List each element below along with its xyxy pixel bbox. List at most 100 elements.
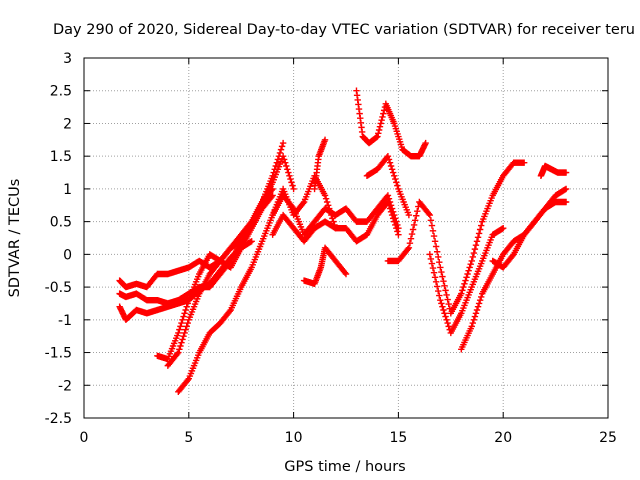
data-point — [439, 303, 446, 310]
data-point — [426, 251, 434, 258]
data-point — [342, 270, 350, 278]
data-point — [464, 270, 471, 278]
data-point — [432, 278, 440, 286]
data-point — [341, 269, 349, 276]
data-point — [277, 146, 285, 153]
data-point — [429, 264, 437, 272]
x-tick-label: 0 — [80, 430, 89, 446]
data-point — [280, 156, 288, 163]
data-point — [183, 323, 190, 330]
data-point — [458, 290, 465, 297]
data-point — [474, 303, 482, 310]
x-tick-label: 20 — [494, 430, 512, 446]
y-tick-label: 3 — [63, 51, 72, 67]
data-point — [385, 202, 393, 209]
data-point — [404, 245, 412, 253]
data-point — [433, 248, 441, 255]
data-point — [380, 110, 387, 117]
data-point — [180, 313, 187, 320]
data-point — [394, 182, 401, 189]
data-point — [425, 210, 432, 217]
data-point — [379, 113, 386, 121]
data-point — [413, 212, 420, 219]
data-point — [405, 211, 413, 219]
data-point — [176, 326, 183, 333]
x-axis-label: GPS time / hours — [284, 459, 405, 475]
data-point — [181, 310, 188, 317]
data-point — [469, 253, 477, 261]
data-point — [411, 217, 419, 224]
data-point — [462, 277, 469, 284]
data-point — [273, 159, 281, 166]
data-point — [562, 169, 570, 176]
data-point — [286, 172, 293, 180]
grid — [84, 58, 608, 418]
data-point — [269, 185, 276, 193]
data-point — [562, 185, 570, 193]
data-point — [274, 156, 282, 163]
data-point — [289, 182, 296, 189]
data-point — [271, 166, 278, 173]
data-point — [275, 152, 283, 160]
data-point — [323, 198, 331, 206]
series-track-4 — [154, 192, 276, 363]
y-tick-label: -0.5 — [45, 280, 72, 296]
data-point — [175, 349, 182, 356]
data-point — [474, 234, 482, 241]
data-point — [444, 319, 451, 327]
data-point — [388, 166, 396, 173]
data-point — [466, 264, 473, 271]
data-point — [282, 159, 289, 166]
data-point — [384, 192, 392, 199]
data-point — [442, 287, 449, 294]
chart-title: Day 290 of 2020, Sidereal Day-to-day VTE… — [53, 22, 635, 38]
data-point — [408, 230, 416, 238]
data-point — [443, 316, 450, 324]
data-point — [176, 346, 183, 353]
data-point — [463, 274, 470, 281]
data-point — [388, 211, 396, 219]
data-point — [428, 222, 436, 229]
data-point — [469, 319, 477, 327]
data-point — [226, 308, 233, 315]
data-point — [384, 152, 392, 160]
data-point — [394, 228, 401, 235]
data-point — [393, 224, 400, 232]
data-point — [460, 283, 467, 291]
data-point — [435, 287, 442, 295]
data-point — [476, 296, 484, 304]
data-point — [384, 198, 392, 206]
plot-frame — [83, 57, 609, 419]
data-point — [182, 306, 189, 314]
data-point — [392, 221, 399, 229]
data-point — [472, 310, 480, 317]
data-point — [248, 238, 255, 245]
data-point — [288, 179, 295, 186]
data-point — [437, 264, 444, 271]
y-tick-label: 2.5 — [50, 84, 72, 100]
data-point — [393, 179, 400, 186]
data-point — [279, 139, 287, 147]
y-tick-label: 2 — [63, 116, 72, 132]
series-track-9 — [300, 244, 350, 288]
series-track-10 — [311, 136, 329, 193]
data-point — [177, 323, 184, 330]
x-tick-label: 10 — [285, 430, 303, 446]
data-point — [426, 211, 434, 219]
data-point — [376, 123, 384, 130]
data-point — [562, 198, 570, 206]
data-point — [429, 227, 437, 234]
y-tick-label: -1.5 — [45, 346, 72, 362]
data-point — [475, 230, 483, 237]
data-point — [386, 205, 394, 212]
data-point — [444, 296, 451, 303]
data-point — [475, 300, 483, 307]
data-point — [405, 244, 413, 252]
data-point — [322, 195, 330, 202]
series-track-17 — [537, 162, 570, 180]
data-point — [385, 156, 393, 163]
data-point — [509, 252, 516, 259]
data-point — [385, 195, 393, 202]
y-tick-label: -2.5 — [45, 411, 72, 427]
data-point — [470, 249, 478, 257]
